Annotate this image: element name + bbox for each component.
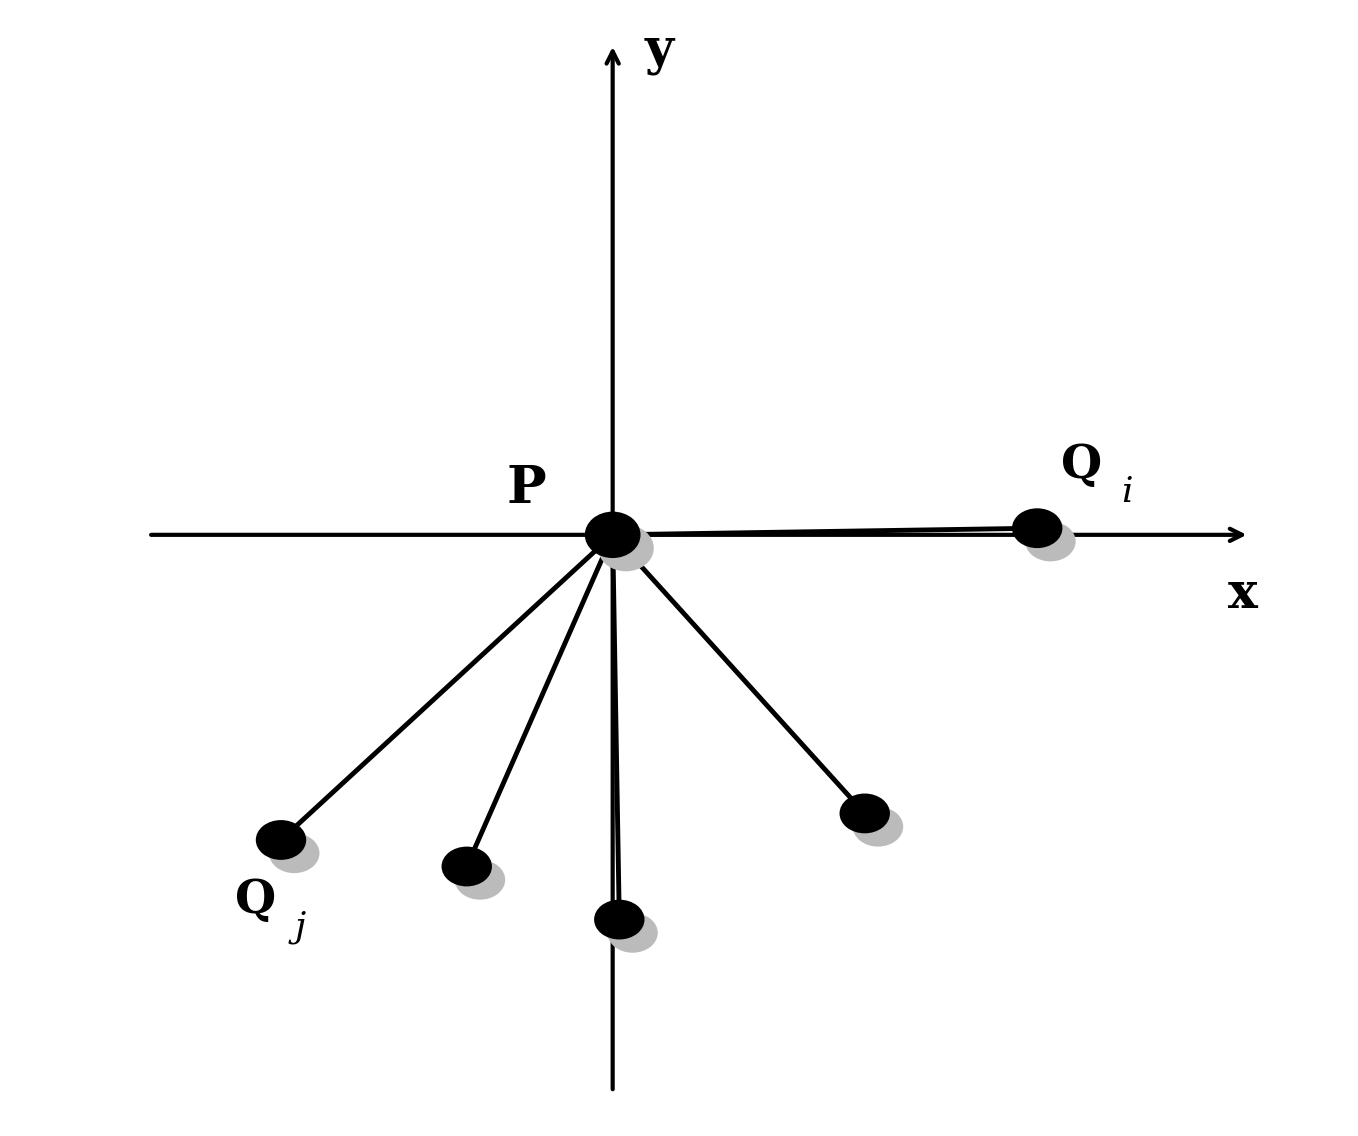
Ellipse shape bbox=[441, 846, 492, 886]
Text: i: i bbox=[1120, 475, 1133, 509]
Ellipse shape bbox=[598, 525, 653, 571]
Text: y: y bbox=[645, 26, 674, 75]
Ellipse shape bbox=[593, 900, 645, 939]
Ellipse shape bbox=[455, 860, 505, 900]
Ellipse shape bbox=[1012, 508, 1062, 548]
Ellipse shape bbox=[585, 511, 641, 558]
Text: x: x bbox=[1228, 570, 1258, 619]
Ellipse shape bbox=[853, 807, 903, 846]
Text: Q: Q bbox=[235, 877, 276, 922]
Ellipse shape bbox=[1025, 521, 1076, 561]
Ellipse shape bbox=[839, 794, 889, 834]
Text: P: P bbox=[507, 462, 546, 513]
Text: Q: Q bbox=[1061, 442, 1103, 487]
Ellipse shape bbox=[255, 820, 306, 860]
Ellipse shape bbox=[269, 834, 319, 874]
Ellipse shape bbox=[607, 913, 657, 953]
Text: j: j bbox=[295, 910, 306, 944]
